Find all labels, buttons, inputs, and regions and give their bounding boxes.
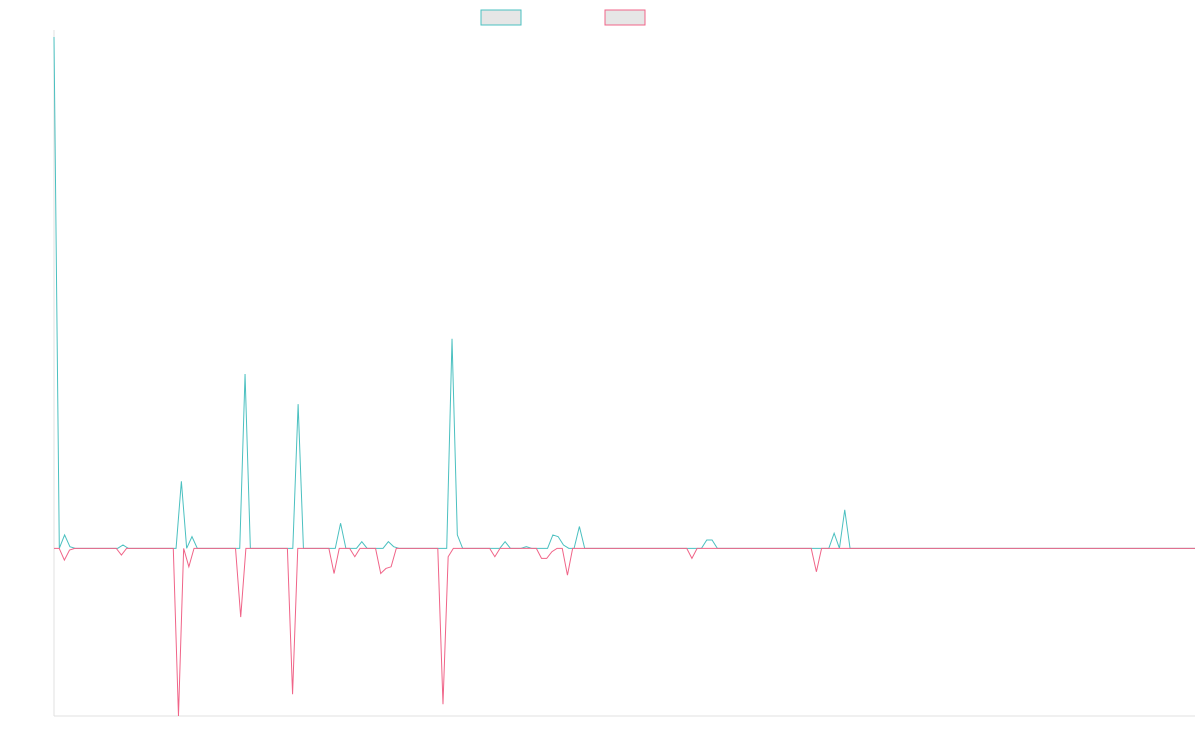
series-line-2 — [54, 547, 1195, 717]
legend-swatch-series-1[interactable] — [480, 9, 522, 26]
legend — [480, 9, 646, 26]
series-layer — [53, 36, 1195, 717]
legend-swatch-series-2[interactable] — [604, 9, 646, 26]
series-line-1 — [53, 36, 1195, 549]
